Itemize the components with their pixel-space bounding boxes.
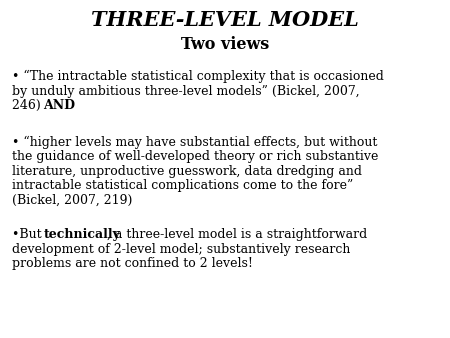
Text: technically: technically [44,228,121,241]
Text: 246): 246) [12,99,45,112]
Text: , a three-level model is a straightforward: , a three-level model is a straightforwa… [107,228,367,241]
Text: the guidance of well-developed theory or rich substantive: the guidance of well-developed theory or… [12,150,378,163]
Text: intractable statistical complications come to the fore”: intractable statistical complications co… [12,179,353,192]
Text: by unduly ambitious three-level models” (Bickel, 2007,: by unduly ambitious three-level models” … [12,84,360,97]
Text: •But: •But [12,228,45,241]
Text: • “The intractable statistical complexity that is occasioned: • “The intractable statistical complexit… [12,70,384,83]
Text: problems are not confined to 2 levels!: problems are not confined to 2 levels! [12,257,253,270]
Text: literature, unproductive guesswork, data dredging and: literature, unproductive guesswork, data… [12,165,362,177]
Text: • “higher levels may have substantial effects, but without: • “higher levels may have substantial ef… [12,136,378,149]
Text: (Bickel, 2007, 219): (Bickel, 2007, 219) [12,193,132,207]
Text: AND: AND [43,99,75,112]
Text: Two views: Two views [181,36,269,53]
Text: THREE-LEVEL MODEL: THREE-LEVEL MODEL [91,10,359,30]
Text: development of 2-level model; substantively research: development of 2-level model; substantiv… [12,242,351,256]
